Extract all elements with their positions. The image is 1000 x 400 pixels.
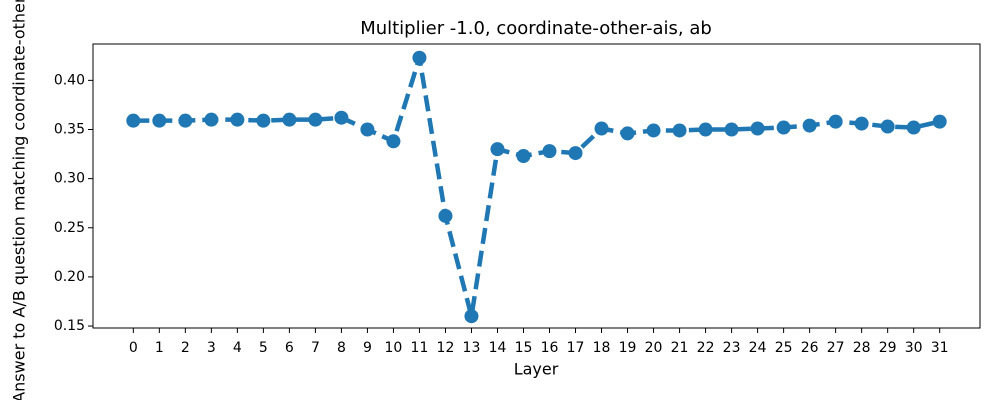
x-tick-label: 11 xyxy=(411,340,429,356)
data-point xyxy=(204,112,219,127)
x-tick-label: 28 xyxy=(853,340,871,356)
x-tick-label: 24 xyxy=(749,340,767,356)
x-tick-label: 3 xyxy=(207,340,216,356)
x-tick-label: 7 xyxy=(311,340,320,356)
data-point xyxy=(594,121,609,136)
data-point xyxy=(724,122,739,137)
data-point xyxy=(490,142,505,157)
x-tick-label: 27 xyxy=(827,340,845,356)
y-tick-label: 0.25 xyxy=(54,220,85,236)
data-point xyxy=(464,309,479,324)
x-axis-label: Layer xyxy=(514,360,559,379)
x-tick-label: 8 xyxy=(337,340,346,356)
data-point xyxy=(672,123,687,138)
y-tick-label: 0.15 xyxy=(54,318,85,334)
y-tick-label: 0.20 xyxy=(54,269,85,285)
data-point xyxy=(360,122,375,137)
x-tick-label: 2 xyxy=(181,340,190,356)
y-tick-label: 0.35 xyxy=(54,121,85,137)
x-tick-label: 12 xyxy=(437,340,455,356)
y-tick-label: 0.40 xyxy=(54,72,85,88)
data-point xyxy=(516,149,531,164)
data-point xyxy=(152,113,167,128)
x-tick-label: 9 xyxy=(363,340,372,356)
x-tick-label: 21 xyxy=(671,340,689,356)
x-tick-label: 25 xyxy=(775,340,793,356)
data-point xyxy=(932,114,947,129)
x-tick-label: 5 xyxy=(259,340,268,356)
chart-title: Multiplier -1.0, coordinate-other-ais, a… xyxy=(360,18,712,39)
x-tick-label: 15 xyxy=(515,340,533,356)
data-point xyxy=(542,144,557,159)
data-point xyxy=(776,120,791,135)
data-point xyxy=(854,116,869,131)
data-point xyxy=(620,126,635,141)
data-point xyxy=(438,208,453,223)
plot-frame xyxy=(92,43,981,329)
data-point xyxy=(880,119,895,134)
x-tick-label: 19 xyxy=(619,340,637,356)
x-tick-label: 10 xyxy=(385,340,403,356)
data-point xyxy=(568,146,583,161)
data-point xyxy=(308,112,323,127)
x-tick-label: 22 xyxy=(697,340,715,356)
x-tick-label: 1 xyxy=(155,340,164,356)
x-tick-label: 4 xyxy=(233,340,242,356)
data-point xyxy=(906,120,921,135)
y-axis-label: Answer to A/B question matching coordina… xyxy=(10,0,29,400)
data-point xyxy=(230,112,245,127)
data-point xyxy=(828,114,843,129)
data-point xyxy=(698,122,713,137)
y-tick-label: 0.30 xyxy=(54,171,85,187)
x-tick-label: 23 xyxy=(723,340,741,356)
data-point xyxy=(412,50,427,65)
x-tick-label: 0 xyxy=(129,340,138,356)
data-point xyxy=(334,110,349,125)
x-tick-label: 17 xyxy=(567,340,585,356)
data-point xyxy=(256,113,271,128)
x-tick-label: 6 xyxy=(285,340,294,356)
x-tick-label: 18 xyxy=(593,340,611,356)
data-point xyxy=(750,121,765,136)
data-point xyxy=(646,123,661,138)
x-tick-label: 16 xyxy=(541,340,559,356)
x-tick-label: 14 xyxy=(489,340,507,356)
x-tick-label: 20 xyxy=(645,340,663,356)
series-line xyxy=(133,57,941,317)
x-tick-label: 29 xyxy=(879,340,897,356)
data-point xyxy=(126,113,141,128)
x-tick-label: 26 xyxy=(801,340,819,356)
x-tick-label: 31 xyxy=(931,340,949,356)
data-point xyxy=(178,113,193,128)
data-point xyxy=(282,112,297,127)
data-point xyxy=(386,134,401,149)
x-tick-label: 30 xyxy=(905,340,923,356)
data-point xyxy=(802,118,817,133)
x-tick-label: 13 xyxy=(463,340,481,356)
